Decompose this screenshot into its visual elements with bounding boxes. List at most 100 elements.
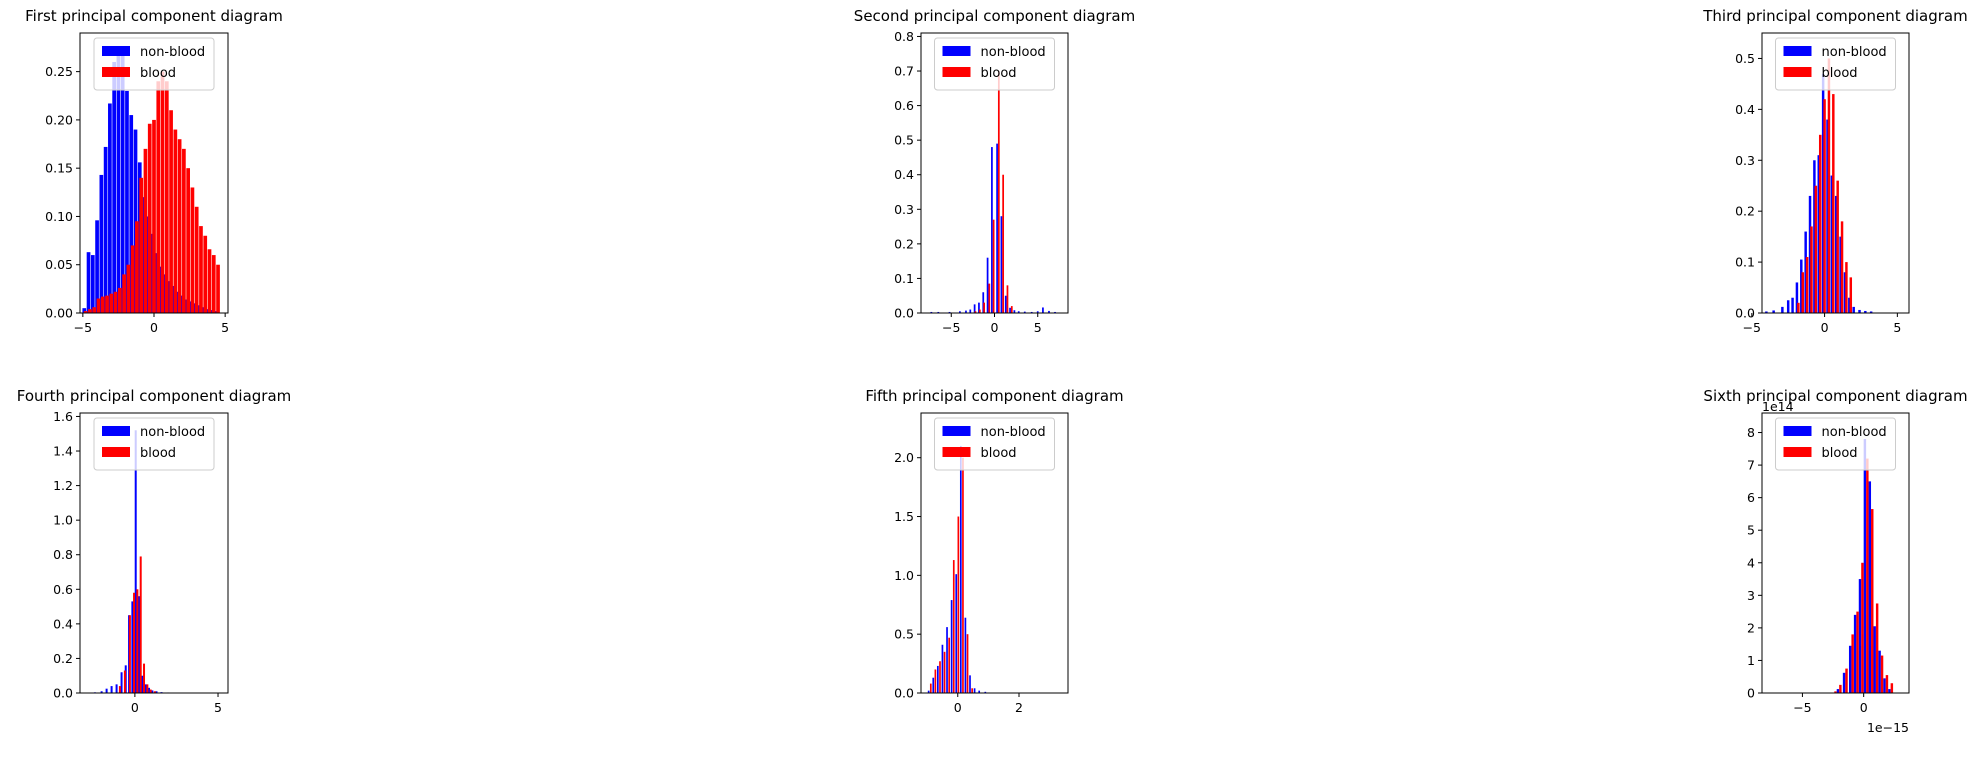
y-tick-label: 6 [1747, 490, 1755, 505]
y-tick-label: 1.0 [894, 568, 914, 583]
bar [1832, 94, 1835, 313]
x-tick-label: −5 [1793, 700, 1811, 715]
y-tick-label: 0.4 [894, 167, 914, 182]
series-blood [83, 71, 220, 314]
y-tick-label: 1.0 [53, 513, 73, 528]
bar [973, 688, 976, 693]
series-blood [1797, 58, 1853, 314]
x-tick-label: 0 [954, 700, 962, 715]
legend-swatch [942, 46, 971, 56]
bar [1845, 262, 1848, 313]
bar [1866, 458, 1869, 693]
bar [984, 691, 987, 693]
series-non-blood [930, 143, 1056, 313]
legend-swatch [1783, 67, 1812, 77]
y-tick-label: 8 [1747, 425, 1755, 440]
bar [134, 430, 137, 693]
bar [1869, 311, 1873, 313]
bar [986, 257, 989, 313]
bar [138, 596, 141, 693]
bar [962, 457, 964, 693]
bar [1786, 300, 1790, 313]
bar [1823, 99, 1826, 314]
bar [130, 245, 135, 313]
bar [1048, 310, 1050, 313]
bar [143, 148, 148, 313]
bar [96, 298, 101, 313]
legend-swatch [102, 447, 130, 457]
subplot-1: −5 0 5 0.00 0.05 0.10 0.15 0.20 0.25 First princi… [25, 7, 283, 335]
bar [1834, 195, 1838, 313]
chart-title: Fourth principal component diagram [17, 387, 292, 405]
bar [1851, 634, 1854, 693]
bar [1006, 285, 1009, 313]
bar [1864, 310, 1867, 313]
bar [1818, 134, 1822, 313]
bar [144, 684, 147, 693]
bar [1827, 58, 1831, 314]
bar [996, 143, 998, 313]
x-tick-label: −5 [1743, 320, 1761, 335]
bar [141, 675, 144, 693]
legend-swatch [1783, 447, 1812, 457]
bar [939, 661, 941, 693]
bar [1821, 73, 1825, 313]
y-tick-label: 0.6 [894, 98, 914, 113]
bar [118, 287, 122, 313]
bar [1883, 678, 1886, 693]
series-non-blood [1836, 439, 1891, 693]
axes-frame [79, 412, 229, 694]
bar [1805, 257, 1809, 313]
bar [112, 61, 116, 313]
bar [120, 672, 123, 693]
subplot-3: −5 0 5 0.0 0.1 0.2 0.3 0.4 0.5 Third principal co… [1702, 7, 1967, 335]
legend-swatch [102, 67, 130, 77]
bar [1888, 689, 1891, 693]
x-tick-label: 0 [150, 320, 158, 335]
series-blood [1834, 458, 1894, 693]
bar [1009, 307, 1011, 313]
legend-swatch [1783, 46, 1812, 56]
y-tick-label: 1.5 [894, 509, 914, 524]
legend: non-blood blood [1775, 417, 1896, 471]
legend-swatch [942, 447, 971, 457]
bar [133, 129, 138, 313]
bar [1054, 311, 1056, 313]
bar [1013, 310, 1016, 313]
bar [126, 264, 131, 313]
bar [952, 560, 955, 693]
bar [143, 663, 146, 693]
y-tick-label: 0.0 [894, 306, 914, 321]
bar [95, 220, 99, 313]
bar [207, 249, 212, 313]
bar [1808, 195, 1812, 313]
legend-label: blood [981, 446, 1017, 461]
x-tick-label: 0 [131, 700, 139, 715]
bar [983, 302, 985, 313]
bar [1830, 175, 1834, 313]
bar [1795, 282, 1799, 313]
axes-frame [1761, 412, 1910, 694]
bar [1868, 481, 1872, 693]
y-tick-label: 0.20 [45, 112, 73, 127]
x-offset-label: 1e−15 [1867, 720, 1909, 735]
bar [108, 103, 112, 313]
subplot-2: −5 0 5 0.0 0.1 0.2 0.3 0.4 0.5 0.6 0.7 0.8 Second pr… [854, 7, 1135, 335]
y-tick-label: 1 [1747, 653, 1755, 668]
bar [129, 115, 134, 313]
axes-frame [920, 412, 1069, 694]
bar [133, 592, 136, 693]
x-tick-label: 5 [214, 700, 222, 715]
bar [1004, 295, 1007, 313]
bar [978, 309, 981, 313]
bar [1023, 311, 1026, 313]
bar [148, 687, 151, 693]
bar [1810, 226, 1813, 313]
legend-label: non-blood [140, 45, 205, 60]
bar [1878, 650, 1881, 693]
bar [182, 148, 186, 313]
bar [1002, 174, 1005, 313]
bar [997, 71, 1000, 314]
bar [139, 177, 144, 313]
chart-title: First principal component diagram [25, 7, 283, 25]
